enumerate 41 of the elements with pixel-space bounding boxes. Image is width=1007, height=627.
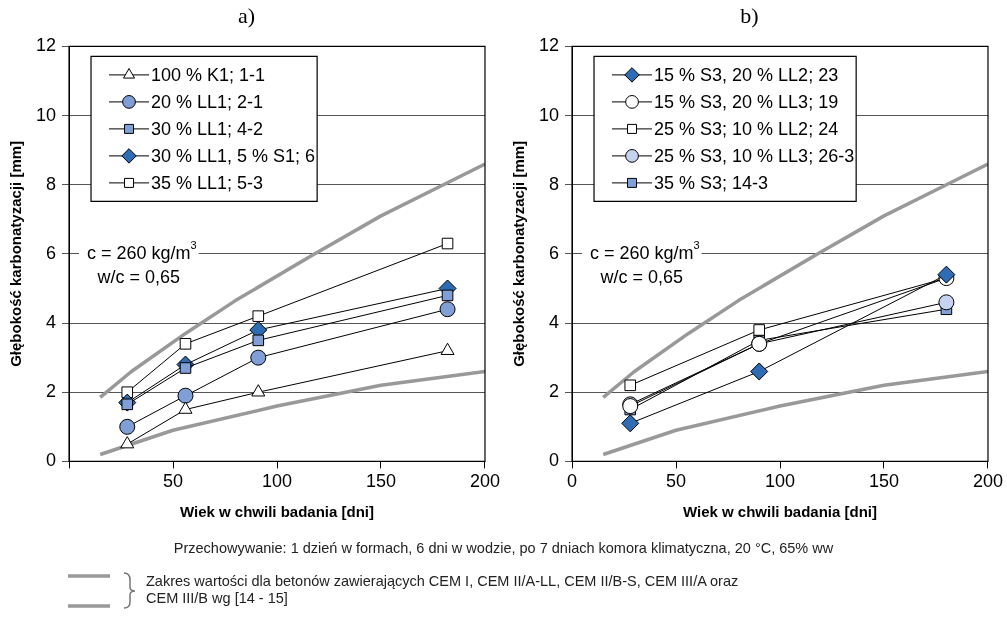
y-axis-title: Głębokość karbonatyzacji [mm]	[510, 140, 528, 367]
y-tick-label: 4	[549, 312, 560, 333]
x-tick-label: 50	[666, 471, 687, 492]
x-tick-label: 100	[261, 471, 293, 492]
text: Przechowywanie: 1 dzień w formach, 6 dni w wodzie, po 7 dniach komora klimatyczna, 20 °C, 65% ww	[172, 540, 835, 556]
legend-label: 100 % K1; 1-1	[151, 64, 266, 85]
y-tick-label: 2	[46, 381, 57, 402]
legend-label: 35 % LL1; 5-3	[151, 172, 264, 193]
chart-title: a)	[237, 2, 256, 28]
y-tick-label: 12	[538, 35, 560, 56]
y-tick-label: 2	[549, 381, 560, 402]
y-tick-label: 8	[46, 173, 57, 194]
x-tick-label: 0	[567, 471, 578, 492]
legend-label: 35 % S3; 14-3	[654, 172, 769, 193]
y-tick-label: 4	[46, 312, 57, 333]
legend-label: 15 % S3, 20 % LL3; 19	[654, 91, 839, 112]
y-tick-label: 0	[46, 450, 57, 471]
y-axis-title: Głębokość karbonatyzacji [mm]	[7, 140, 25, 367]
legend-label: 25 % S3, 10 % LL3; 26-3	[654, 145, 855, 166]
y-tick-label: 0	[549, 450, 560, 471]
x-tick-label: 150	[868, 471, 900, 492]
x-axis-title: Wiek w chwili badania [dni]	[179, 503, 375, 521]
x-tick-label: 150	[365, 471, 397, 492]
text: Zakres wartości dla betonów zawierających CEM I, CEM II/A-LL, CEM II/B-S, CEM III/A oraz CEM III/B wg [14 - 15]	[146, 573, 740, 607]
x-tick-label: 100	[764, 471, 796, 492]
y-tick-label: 12	[35, 35, 57, 56]
x-tick-label: 50	[163, 471, 184, 492]
legend-label: 30 % LL1; 4-2	[151, 118, 264, 139]
legend-label: 25 % S3; 10 % LL2; 24	[654, 118, 839, 139]
y-tick-label: 6	[549, 242, 560, 263]
y-tick-label: 10	[35, 104, 57, 125]
chart-title: b)	[740, 2, 759, 28]
y-tick-label: 6	[46, 242, 57, 263]
y-tick-label: 8	[549, 173, 560, 194]
x-axis-title: Wiek w chwili badania [dni]	[682, 503, 878, 521]
x-tick-label: 200	[972, 471, 1004, 492]
legend-label: 15 % S3, 20 % LL2; 23	[654, 64, 839, 85]
y-tick-label: 10	[538, 104, 560, 125]
x-tick-label: 200	[469, 471, 501, 492]
legend-label: 30 % LL1, 5 % S1; 6	[151, 145, 316, 166]
legend-label: 20 % LL1; 2-1	[151, 91, 264, 112]
